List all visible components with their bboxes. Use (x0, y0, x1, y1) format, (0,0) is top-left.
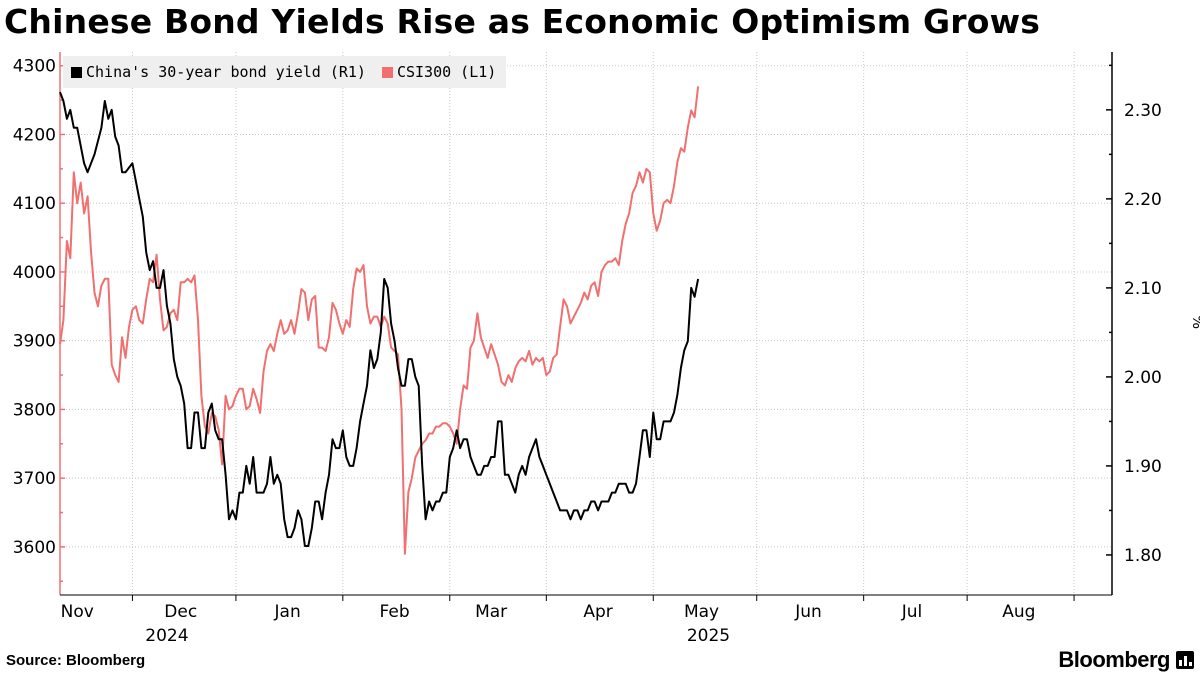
year-label-2025: 2025 (687, 626, 730, 646)
grid-lines (60, 52, 1112, 595)
x-tick-label-aug: Aug (1002, 602, 1035, 622)
left-tick-label-4100: 4100 (13, 194, 56, 214)
right-tick-label-2.20: 2.20 (1124, 190, 1162, 210)
x-tick-label-nov: Nov (61, 602, 94, 622)
x-tick-label-jun: Jun (794, 602, 822, 622)
series-line-yield (59, 91, 700, 547)
year-label-2024: 2024 (145, 626, 188, 646)
left-tick-label-3800: 3800 (13, 400, 56, 420)
legend-label-csi300: CSI300 (L1) (396, 63, 497, 81)
x-tick-label-mar: Mar (475, 602, 507, 622)
legend: China's 30-year bond yield (R1) CSI300 (… (63, 56, 507, 88)
legend-entry-yield: China's 30-year bond yield (R1) (71, 63, 366, 81)
bloomberg-chart-icon (1176, 651, 1194, 669)
x-tick-label-jul: Jul (901, 602, 923, 622)
legend-label-yield: China's 30-year bond yield (R1) (86, 63, 366, 81)
bloomberg-logo: Bloomberg (1058, 647, 1170, 672)
left-tick-label-4000: 4000 (13, 263, 56, 283)
chart-title: Chinese Bond Yields Rise as Economic Opt… (4, 2, 1041, 41)
x-tick-label-jan: Jan (274, 602, 301, 622)
right-tick-label-1.90: 1.90 (1124, 457, 1162, 477)
left-tick-label-3600: 3600 (13, 538, 56, 558)
x-tick-label-may: May (684, 602, 719, 622)
series-lines (59, 86, 700, 555)
series-line-csi300 (59, 86, 700, 555)
right-tick-label-2.30: 2.30 (1124, 101, 1162, 121)
legend-entry-csi300: CSI300 (L1) (381, 63, 497, 81)
axis-labels: 3600 3700 3800 3900 4000 4100 4200 4300 1.80 1.90… (13, 57, 1200, 646)
legend-swatch-csi300 (381, 66, 393, 78)
legend-swatch-yield (71, 66, 82, 78)
left-tick-label-4300: 4300 (13, 57, 56, 77)
left-tick-label-3700: 3700 (13, 469, 56, 489)
right-tick-label-2.10: 2.10 (1124, 279, 1162, 299)
x-tick-label-apr: Apr (583, 602, 612, 622)
left-tick-label-4200: 4200 (13, 125, 56, 145)
right-tick-label-1.80: 1.80 (1124, 546, 1162, 566)
source-note: Source: Bloomberg (6, 652, 146, 669)
x-tick-label-dec: Dec (164, 602, 197, 622)
x-tick-label-feb: Feb (380, 602, 410, 622)
axes (59, 52, 1113, 601)
left-tick-label-3900: 3900 (13, 332, 56, 352)
right-tick-label-2.00: 2.00 (1124, 368, 1162, 388)
right-axis-unit: % (1189, 315, 1200, 329)
